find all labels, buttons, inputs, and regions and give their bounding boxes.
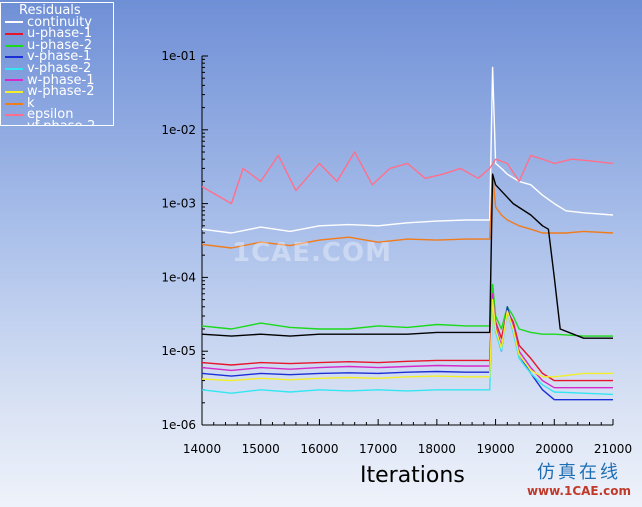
- watermark-text: 1CAE.COM: [232, 238, 392, 268]
- legend-swatch: [5, 114, 23, 117]
- legend-swatch: [5, 79, 23, 82]
- legend-entry: continuity: [5, 14, 113, 30]
- site-logo: 仿真在线 www.1CAE.com: [520, 462, 638, 502]
- y-tick-label: 1e-02: [161, 123, 196, 137]
- legend-entries: continuity u-phase-1 u-phase-2 v-phase-1 v-p…: [5, 14, 113, 125]
- legend-label: vf-phase-2: [27, 120, 95, 125]
- legend-entry: u-phase-2: [5, 37, 113, 53]
- series-line-u-phase-2: [201, 283, 613, 337]
- logo-url-text: www.1CAE.com: [526, 484, 632, 498]
- x-tick-label: 19000: [476, 442, 514, 456]
- legend-entry: k: [5, 95, 113, 111]
- series-line-continuity: [201, 66, 614, 234]
- legend-label: v-phase-2: [27, 60, 92, 76]
- legend-entry: v-phase-2: [5, 60, 113, 76]
- y-tick-label: 1e-03: [161, 197, 196, 211]
- x-tick-label: 16000: [300, 442, 338, 456]
- x-tick-label: 14000: [183, 442, 221, 456]
- legend-entry: vf-phase-2: [5, 120, 113, 125]
- y-tick-label: 1e-05: [161, 344, 196, 358]
- series-line-v-phase-1: [201, 298, 613, 401]
- x-tick-label: 17000: [359, 442, 397, 456]
- y-tick-label: 1e-06: [161, 418, 196, 432]
- series-line-k: [201, 173, 614, 249]
- legend-swatch: [5, 102, 23, 105]
- legend-label: epsilon: [27, 107, 74, 123]
- legend-label: u-phase-1: [27, 26, 93, 42]
- legend-label: u-phase-2: [27, 37, 93, 53]
- x-tick-label: 18000: [418, 442, 456, 456]
- legend-label: v-phase-1: [27, 49, 92, 65]
- legend-label: continuity: [27, 14, 92, 30]
- legend-entry: v-phase-1: [5, 51, 113, 63]
- series-line-w-phase-2: [201, 298, 613, 382]
- legend-entry: u-phase-1: [5, 26, 113, 42]
- x-tick-label: 21000: [594, 442, 632, 456]
- legend-entry: epsilon: [5, 109, 113, 121]
- y-tick-label: 1e-04: [161, 270, 196, 284]
- legend-swatch: [5, 32, 23, 35]
- legend: Residuals continuity u-phase-1 u-phase-2 v-…: [0, 2, 114, 126]
- legend-entry: w-phase-1: [5, 72, 113, 88]
- legend-label: w-phase-1: [27, 72, 95, 88]
- logo-chinese-text: 仿真在线: [537, 462, 621, 483]
- series-line-epsilon: [201, 151, 614, 205]
- legend-swatch: [5, 44, 23, 47]
- x-axis-label: Iterations: [360, 463, 465, 488]
- legend-swatch: [5, 21, 23, 24]
- legend-swatch: [5, 67, 23, 70]
- x-tick-label: 15000: [242, 442, 280, 456]
- series-line-vf-phase-2: [201, 173, 613, 339]
- x-tick-label: 20000: [535, 442, 573, 456]
- legend-swatch: [5, 90, 23, 93]
- legend-swatch: [5, 56, 23, 59]
- y-tick-label: 1e-01: [161, 49, 196, 63]
- series-line-v-phase-2: [201, 306, 614, 396]
- legend-label: w-phase-2: [27, 84, 95, 100]
- legend-title: Residuals: [19, 3, 81, 18]
- legend-label: k: [27, 95, 35, 111]
- legend-entry: w-phase-2: [5, 84, 113, 100]
